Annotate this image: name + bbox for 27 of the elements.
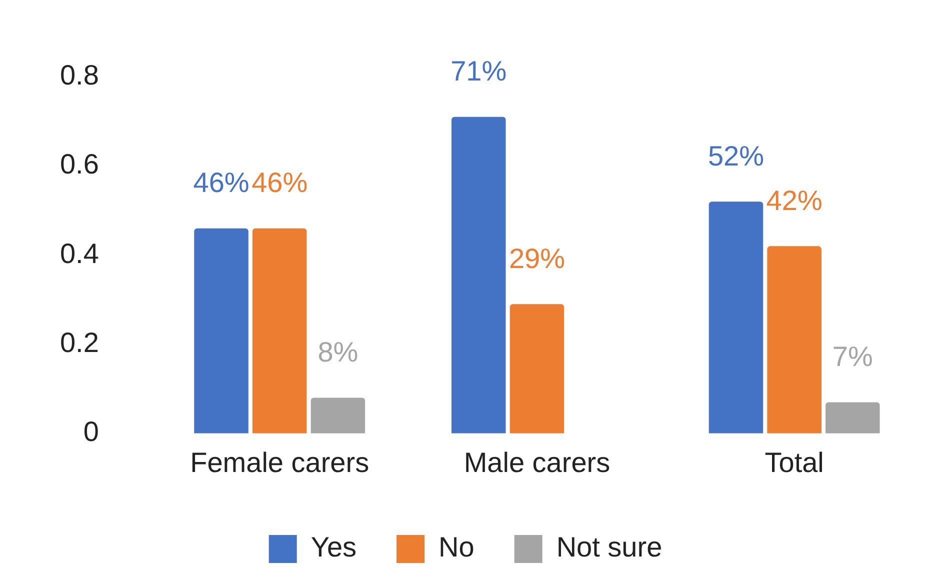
bar: [310, 398, 366, 434]
x-tick-label: Female carers: [190, 446, 370, 478]
bar: [826, 402, 880, 434]
x-tick-label: Total: [764, 446, 824, 478]
data-label: 52%: [708, 140, 764, 172]
y-tick-label: 0.8: [60, 60, 99, 91]
legend-label: Not sure: [556, 532, 662, 563]
x-tick-label: Male carers: [464, 446, 610, 478]
legend-label: No: [438, 532, 474, 563]
data-label: 29%: [508, 242, 565, 274]
bar: [252, 228, 307, 434]
y-tick-label: 0.2: [60, 326, 99, 358]
bar: [510, 304, 564, 434]
bar: [194, 228, 248, 434]
data-label: 8%: [318, 336, 358, 368]
bar: [452, 116, 506, 434]
y-tick-label: 0.4: [60, 238, 99, 269]
data-label: 46%: [252, 167, 308, 198]
data-label: 71%: [450, 56, 507, 87]
bar: [767, 246, 822, 434]
y-tick-label: 0: [83, 416, 99, 448]
bar: [708, 202, 764, 434]
legend-label: Yes: [310, 532, 357, 563]
data-label: 7%: [832, 340, 873, 372]
data-label: 42%: [766, 184, 822, 216]
y-tick-label: 0.6: [60, 148, 99, 180]
data-label: 46%: [193, 167, 250, 198]
